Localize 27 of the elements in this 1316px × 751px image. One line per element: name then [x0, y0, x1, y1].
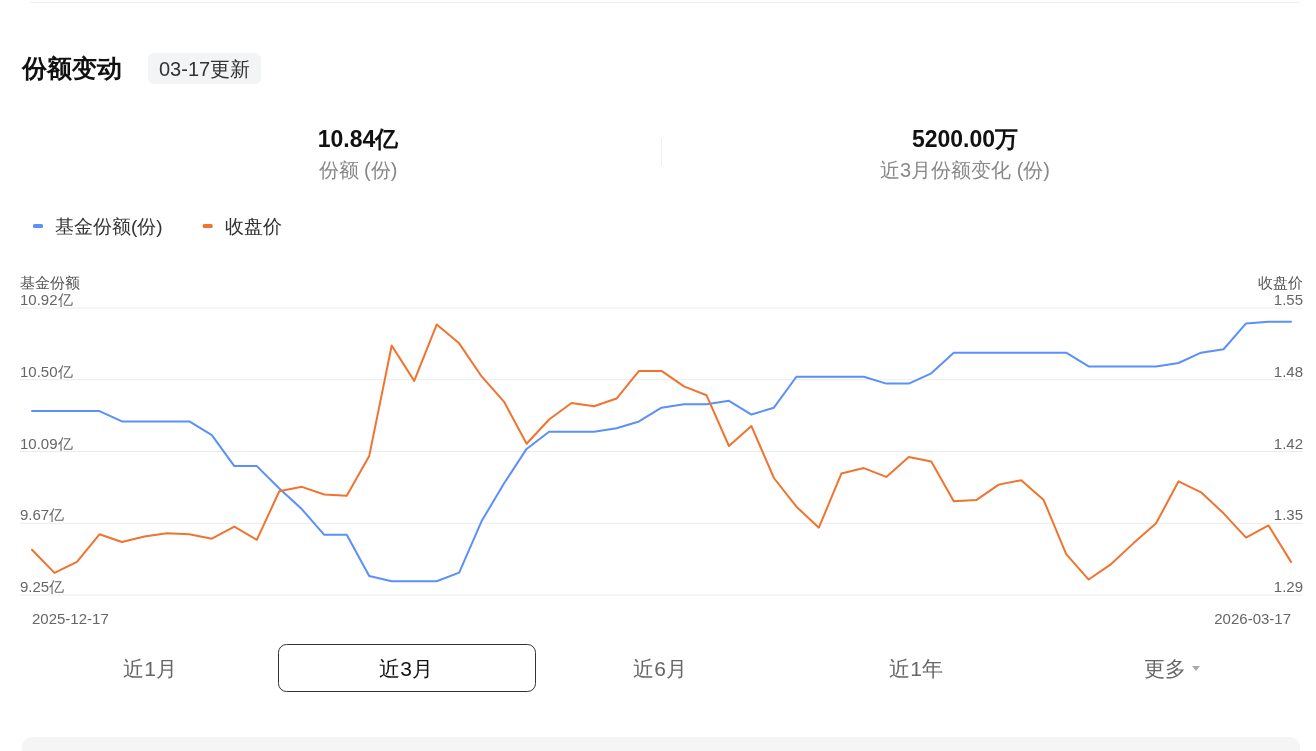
text: 份额 (份)	[318, 159, 398, 181]
y2-tick-label: 1.42	[1273, 434, 1303, 452]
text: 10.84亿	[317, 126, 400, 152]
y2-axis-title: 收盘价	[1258, 274, 1303, 291]
text: 近1月	[123, 657, 177, 680]
y2-tick-label: 1.29	[1273, 578, 1303, 595]
legend-label: 收盘价	[224, 216, 282, 237]
y-tick-label: 10.92亿	[20, 291, 73, 308]
y-tick-label: 9.67亿	[20, 506, 65, 524]
chart-title: 份额变动	[21, 54, 122, 82]
y-tick-label: 10.09亿	[20, 434, 73, 452]
text: 近3月份额变化 (份)	[880, 159, 1050, 181]
y-tick-label: 9.25亿	[20, 578, 65, 595]
text: 更多	[1144, 657, 1186, 680]
text: 近3月	[379, 657, 433, 680]
y2-tick-label: 1.48	[1273, 362, 1303, 380]
text: 2025-12-17	[32, 610, 109, 627]
y2-tick-label: 1.55	[1273, 291, 1303, 308]
text: 2026-03-17	[1214, 610, 1291, 627]
text: 近6月	[633, 657, 687, 680]
text: 近1年	[889, 657, 943, 680]
y-axis-title: 基金份额	[20, 274, 80, 291]
y-tick-label: 10.50亿	[20, 362, 73, 380]
chart-subtitle: 03-17更新	[159, 58, 251, 80]
text: 5200.00万	[911, 126, 1019, 152]
legend-label: 基金份额(份)	[55, 216, 163, 237]
y2-tick-label: 1.35	[1273, 506, 1303, 524]
